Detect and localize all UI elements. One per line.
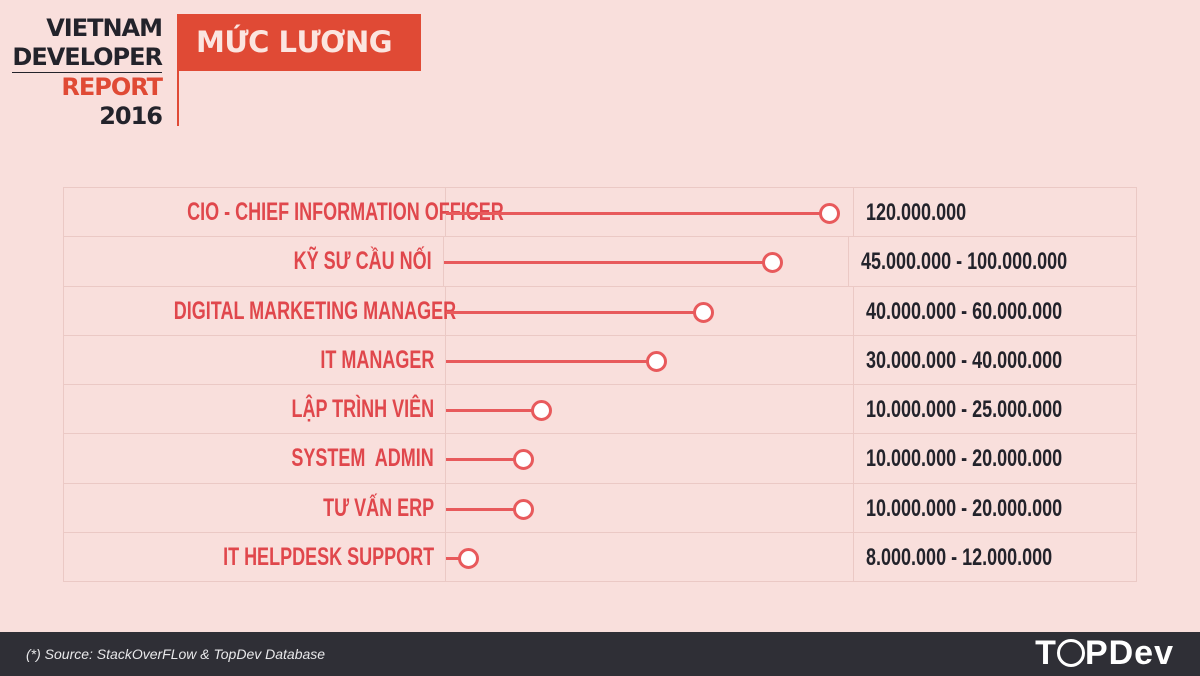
salary-range-cell: 10.000.000 - 25.000.000	[854, 385, 1136, 433]
salary-range: 10.000.000 - 20.000.000	[866, 445, 1063, 473]
salary-range-cell: 40.000.000 - 60.000.000	[854, 287, 1136, 335]
job-title-cell: TƯ VẤN ERP	[64, 483, 446, 533]
salary-line	[446, 310, 703, 314]
table-row: CIO - CHIEF INFORMATION OFFICER 120.000.…	[63, 188, 1137, 238]
bar-cell	[446, 533, 854, 582]
brand-line: VIETNAM	[46, 14, 163, 42]
salary-range-cell: 10.000.000 - 20.000.000	[854, 434, 1136, 482]
page-title: MỨC LƯƠNG	[178, 14, 421, 71]
job-title-cell: LẬP TRÌNH VIÊN	[64, 385, 446, 434]
job-title-label: KỸ SƯ CẦU NỐI	[293, 247, 432, 276]
salary-range: 120.000.000	[866, 199, 967, 226]
job-title-cell: DIGITAL MARKETING MANAGER	[64, 286, 456, 335]
table-row: DIGITAL MARKETING MANAGER 40.000.000 - 6…	[63, 286, 1137, 336]
bar-cell	[446, 385, 854, 434]
salary-marker	[646, 350, 667, 372]
bar-cell	[446, 286, 854, 335]
table-row: KỸ SƯ CẦU NỐI 45.000.000 - 100.000.000	[63, 237, 1137, 287]
salary-line	[446, 212, 829, 215]
salary-marker	[761, 252, 783, 274]
bar-cell	[446, 483, 854, 533]
salary-line	[443, 261, 772, 265]
salary-marker	[819, 203, 840, 224]
salary-range-cell: 10.000.000 - 20.000.000	[854, 484, 1136, 532]
salary-line	[446, 557, 468, 561]
salary-range-cell: 120.000.000	[854, 188, 1136, 236]
job-title-cell: KỸ SƯ CẦU NỐI	[64, 237, 444, 286]
globe-icon	[1056, 639, 1085, 667]
job-title-label: IT MANAGER	[320, 345, 434, 374]
job-title-label: DIGITAL MARKETING MANAGER	[173, 296, 457, 325]
job-title-cell: IT HELPDESK SUPPORT	[64, 533, 446, 582]
job-title-cell: CIO - CHIEF INFORMATION OFFICER	[64, 188, 504, 237]
table-row: LẬP TRÌNH VIÊN 10.000.000 - 25.000.000	[63, 385, 1137, 435]
brand-line: 2016	[99, 102, 163, 130]
salary-range-cell: 45.000.000 - 100.000.000	[849, 237, 1136, 285]
salary-range: 10.000.000 - 20.000.000	[866, 494, 1063, 522]
salary-table: CIO - CHIEF INFORMATION OFFICER 120.000.…	[63, 187, 1137, 583]
job-title-cell: IT MANAGER	[64, 335, 446, 385]
salary-range: 45.000.000 - 100.000.000	[861, 248, 1068, 276]
job-title-label: SYSTEM ADMIN	[291, 444, 434, 473]
salary-marker	[513, 449, 534, 471]
brand-line: DEVELOPER	[12, 43, 163, 73]
bar-cell	[446, 188, 854, 237]
salary-range-cell: 30.000.000 - 40.000.000	[854, 336, 1136, 384]
salary-line	[446, 409, 541, 413]
bar-cell	[443, 237, 850, 286]
topdev-logo: T PDev	[1035, 634, 1174, 672]
salary-line	[446, 507, 523, 511]
salary-line	[446, 458, 523, 462]
bar-cell	[446, 335, 854, 385]
table-row: TƯ VẤN ERP 10.000.000 - 20.000.000	[63, 483, 1137, 534]
table-row: IT HELPDESK SUPPORT 8.000.000 - 12.000.0…	[63, 533, 1137, 583]
salary-range: 8.000.000 - 12.000.000	[866, 544, 1053, 572]
table-row: SYSTEM ADMIN 10.000.000 - 20.000.000	[63, 434, 1137, 484]
salary-marker	[531, 400, 552, 422]
job-title-label: IT HELPDESK SUPPORT	[222, 543, 434, 572]
salary-range-cell: 8.000.000 - 12.000.000	[854, 533, 1136, 581]
brand-line: REPORT	[61, 73, 163, 101]
footer: (*) Source: StackOverFLow & TopDev Datab…	[0, 632, 1200, 676]
job-title-label: TƯ VẤN ERP	[323, 493, 434, 522]
bar-cell	[446, 434, 854, 483]
salary-marker	[693, 301, 714, 323]
salary-marker	[513, 498, 534, 520]
source-note: (*) Source: StackOverFLow & TopDev Datab…	[26, 646, 326, 662]
salary-line	[446, 359, 656, 363]
salary-range: 10.000.000 - 25.000.000	[866, 396, 1063, 424]
report-brand: VIETNAM DEVELOPER REPORT 2016	[12, 14, 163, 131]
salary-marker	[458, 548, 479, 570]
table-row: IT MANAGER 30.000.000 - 40.000.000	[63, 335, 1137, 386]
salary-range: 40.000.000 - 60.000.000	[866, 297, 1063, 325]
salary-range: 30.000.000 - 40.000.000	[866, 346, 1063, 374]
job-title-label: LẬP TRÌNH VIÊN	[291, 395, 434, 424]
job-title-cell: SYSTEM ADMIN	[64, 434, 446, 483]
